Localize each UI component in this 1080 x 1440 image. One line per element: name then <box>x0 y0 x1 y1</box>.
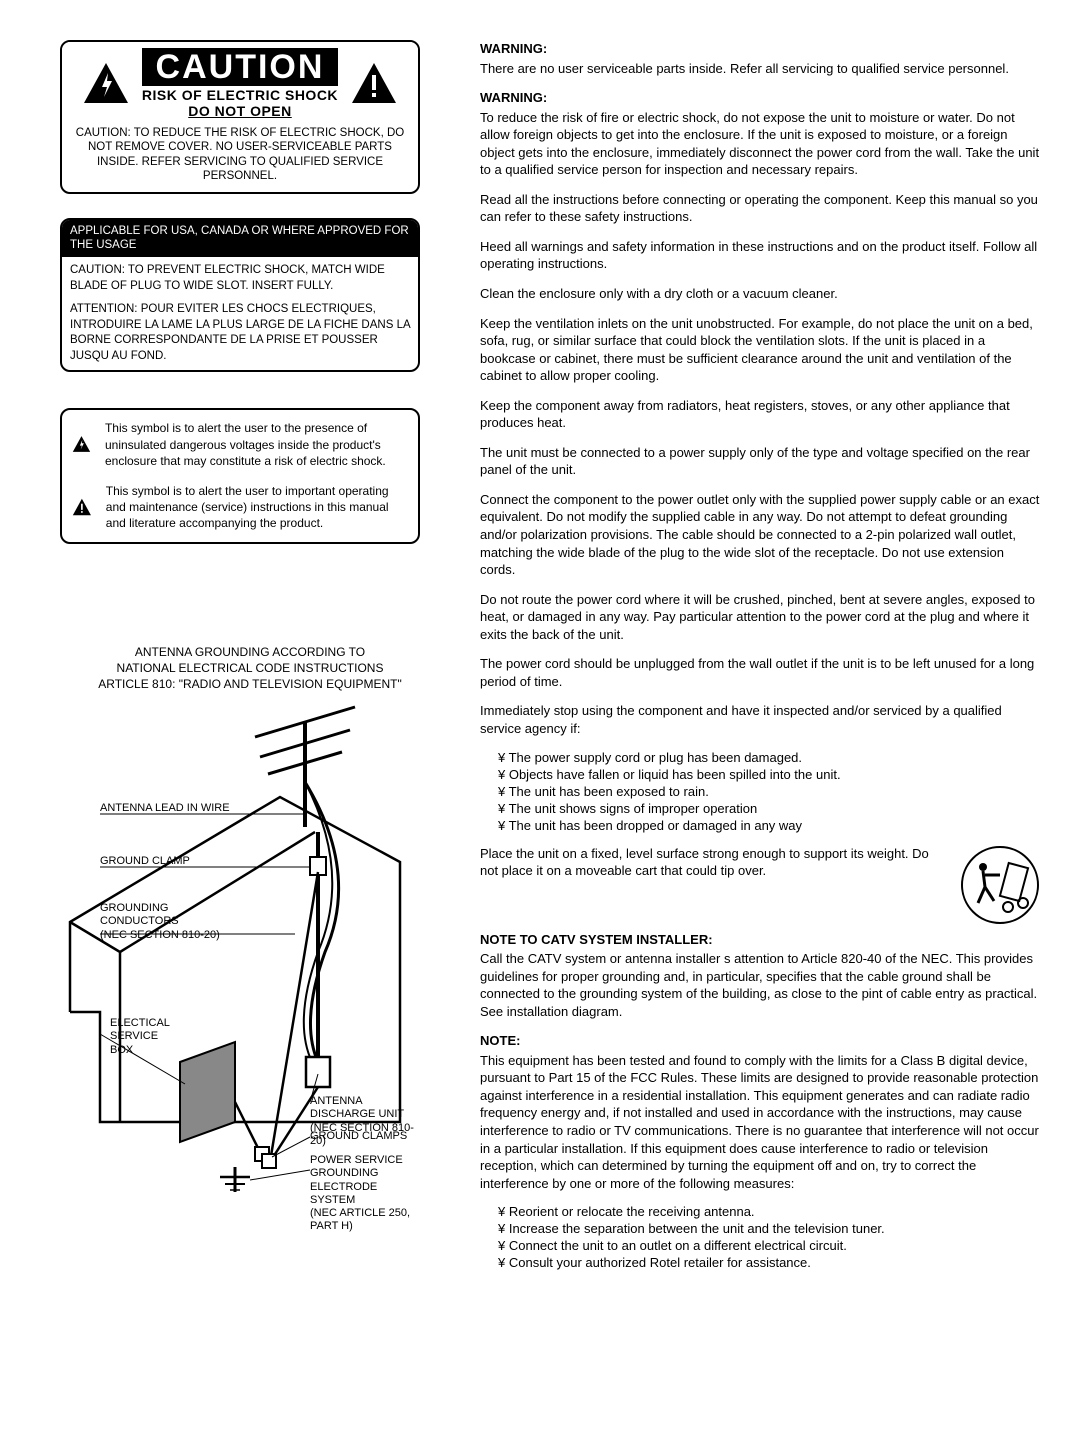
left-column: CAUTION RISK OF ELECTRIC SHOCK DO NOT OP… <box>60 40 440 1282</box>
caution-box: CAUTION RISK OF ELECTRIC SHOCK DO NOT OP… <box>60 40 420 194</box>
symbol-text-exclaim: This symbol is to alert the user to impo… <box>106 483 406 532</box>
label-electrode-2: ELECTRODE SYSTEM <box>310 1181 420 1207</box>
warning1-body: There are no user serviceable parts insi… <box>480 60 1040 78</box>
list-item: Consult your authorized Rotel retailer f… <box>498 1255 1040 1270</box>
label-box-3: BOX <box>110 1044 170 1057</box>
label-box: ELECTICAL SERVICE BOX <box>110 1017 170 1057</box>
label-conductors-1: GROUNDING <box>100 902 220 915</box>
caution-title-block: CAUTION RISK OF ELECTRIC SHOCK DO NOT OP… <box>142 48 339 118</box>
warning2-body: To reduce the risk of fire or electric s… <box>480 109 1040 179</box>
catv-body: Call the CATV system or antenna installe… <box>480 950 1040 1020</box>
list-item: Increase the separation between the unit… <box>498 1221 1040 1236</box>
symbol-text-shock: This symbol is to alert the user to the … <box>105 420 406 469</box>
caution-sub2: DO NOT OPEN <box>142 104 339 118</box>
symbol-box: This symbol is to alert the user to the … <box>60 408 420 543</box>
symbol-row-exclaim: This symbol is to alert the user to impo… <box>72 483 406 532</box>
list-item: Connect the unit to an outlet on a diffe… <box>498 1238 1040 1253</box>
shock-triangle-icon <box>82 61 130 105</box>
applicable-head: APPLICABLE FOR USA, CANADA OR WHERE APPR… <box>62 220 418 258</box>
list-item: Objects have fallen or liquid has been s… <box>498 767 1040 782</box>
right-column: WARNING: There are no user serviceable p… <box>480 40 1040 1282</box>
applicable-p2: ATTENTION: POUR EVITER LES CHOCS ELECTRI… <box>70 302 410 364</box>
label-conductors-3: (NEC SECTION 810-20) <box>100 929 220 942</box>
para-clean: Clean the enclosure only with a dry clot… <box>480 285 1040 303</box>
para-route: Do not route the power cord where it wil… <box>480 591 1040 644</box>
applicable-box: APPLICABLE FOR USA, CANADA OR WHERE APPR… <box>60 218 420 373</box>
antenna-diagram: ANTENNA LEAD IN WIRE GROUND CLAMP GROUND… <box>60 702 420 1202</box>
para-ventilation: Keep the ventilation inlets on the unit … <box>480 315 1040 385</box>
para-cable: Connect the component to the power outle… <box>480 491 1040 579</box>
para-stopusing: Immediately stop using the component and… <box>480 702 1040 737</box>
note-head: NOTE: <box>480 1032 1040 1050</box>
para-instructions: Read all the instructions before connect… <box>480 191 1040 226</box>
label-electrode-1: POWER SERVICE GROUNDING <box>310 1154 420 1180</box>
antenna-cap-3: ARTICLE 810: "RADIO AND TELEVISION EQUIP… <box>60 676 440 692</box>
caution-sub1: RISK OF ELECTRIC SHOCK <box>142 88 339 102</box>
damage-list: The power supply cord or plug has been d… <box>480 750 1040 833</box>
label-clamps: GROUND CLAMPS <box>310 1130 407 1143</box>
antenna-cap-2: NATIONAL ELECTRICAL CODE INSTRUCTIONS <box>60 660 440 676</box>
list-item: The unit has been exposed to rain. <box>498 784 1040 799</box>
exclaim-triangle-icon <box>350 61 398 105</box>
applicable-body: CAUTION: TO PREVENT ELECTRIC SHOCK, MATC… <box>62 257 418 370</box>
list-item: The unit has been dropped or damaged in … <box>498 818 1040 833</box>
interference-list: Reorient or relocate the receiving anten… <box>480 1204 1040 1270</box>
label-electrode-3: (NEC ARTICLE 250, PART H) <box>310 1207 420 1233</box>
list-item: The power supply cord or plug has been d… <box>498 750 1040 765</box>
antenna-cap-1: ANTENNA GROUNDING ACCORDING TO <box>60 644 440 660</box>
applicable-p1: CAUTION: TO PREVENT ELECTRIC SHOCK, MATC… <box>70 263 410 294</box>
warning1-head: WARNING: <box>480 40 1040 58</box>
catv-head: NOTE TO CATV SYSTEM INSTALLER: <box>480 931 1040 949</box>
warning2-head: WARNING: <box>480 89 1040 107</box>
tipover-cart-icon <box>960 845 1040 925</box>
label-electrode: POWER SERVICE GROUNDING ELECTRODE SYSTEM… <box>310 1154 420 1233</box>
list-item: Reorient or relocate the receiving anten… <box>498 1204 1040 1219</box>
para-unplug: The power cord should be unplugged from … <box>480 655 1040 690</box>
shock-triangle-icon <box>72 420 91 468</box>
caution-header: CAUTION RISK OF ELECTRIC SHOCK DO NOT OP… <box>62 42 418 122</box>
caution-body: CAUTION: TO REDUCE THE RISK OF ELECTRIC … <box>62 122 418 192</box>
label-discharge-1: ANTENNA DISCHARGE UNIT <box>310 1095 420 1121</box>
list-item: The unit shows signs of improper operati… <box>498 801 1040 816</box>
label-box-2: SERVICE <box>110 1030 170 1043</box>
note-body: This equipment has been tested and found… <box>480 1052 1040 1192</box>
para-radiators: Keep the component away from radiators, … <box>480 397 1040 432</box>
label-conductors: GROUNDING CONDUCTORS (NEC SECTION 810-20… <box>100 902 220 942</box>
antenna-caption: ANTENNA GROUNDING ACCORDING TO NATIONAL … <box>60 644 440 693</box>
para-heed: Heed all warnings and safety information… <box>480 238 1040 273</box>
label-conductors-2: CONDUCTORS <box>100 915 220 928</box>
label-leadin: ANTENNA LEAD IN WIRE <box>100 802 230 815</box>
caution-title: CAUTION <box>142 48 339 86</box>
label-box-1: ELECTICAL <box>110 1017 170 1030</box>
para-supply: The unit must be connected to a power su… <box>480 444 1040 479</box>
exclaim-triangle-icon <box>72 483 92 531</box>
label-clamp: GROUND CLAMP <box>100 855 190 868</box>
symbol-row-shock: This symbol is to alert the user to the … <box>72 420 406 469</box>
para-placement: Place the unit on a fixed, level surface… <box>480 845 1040 880</box>
